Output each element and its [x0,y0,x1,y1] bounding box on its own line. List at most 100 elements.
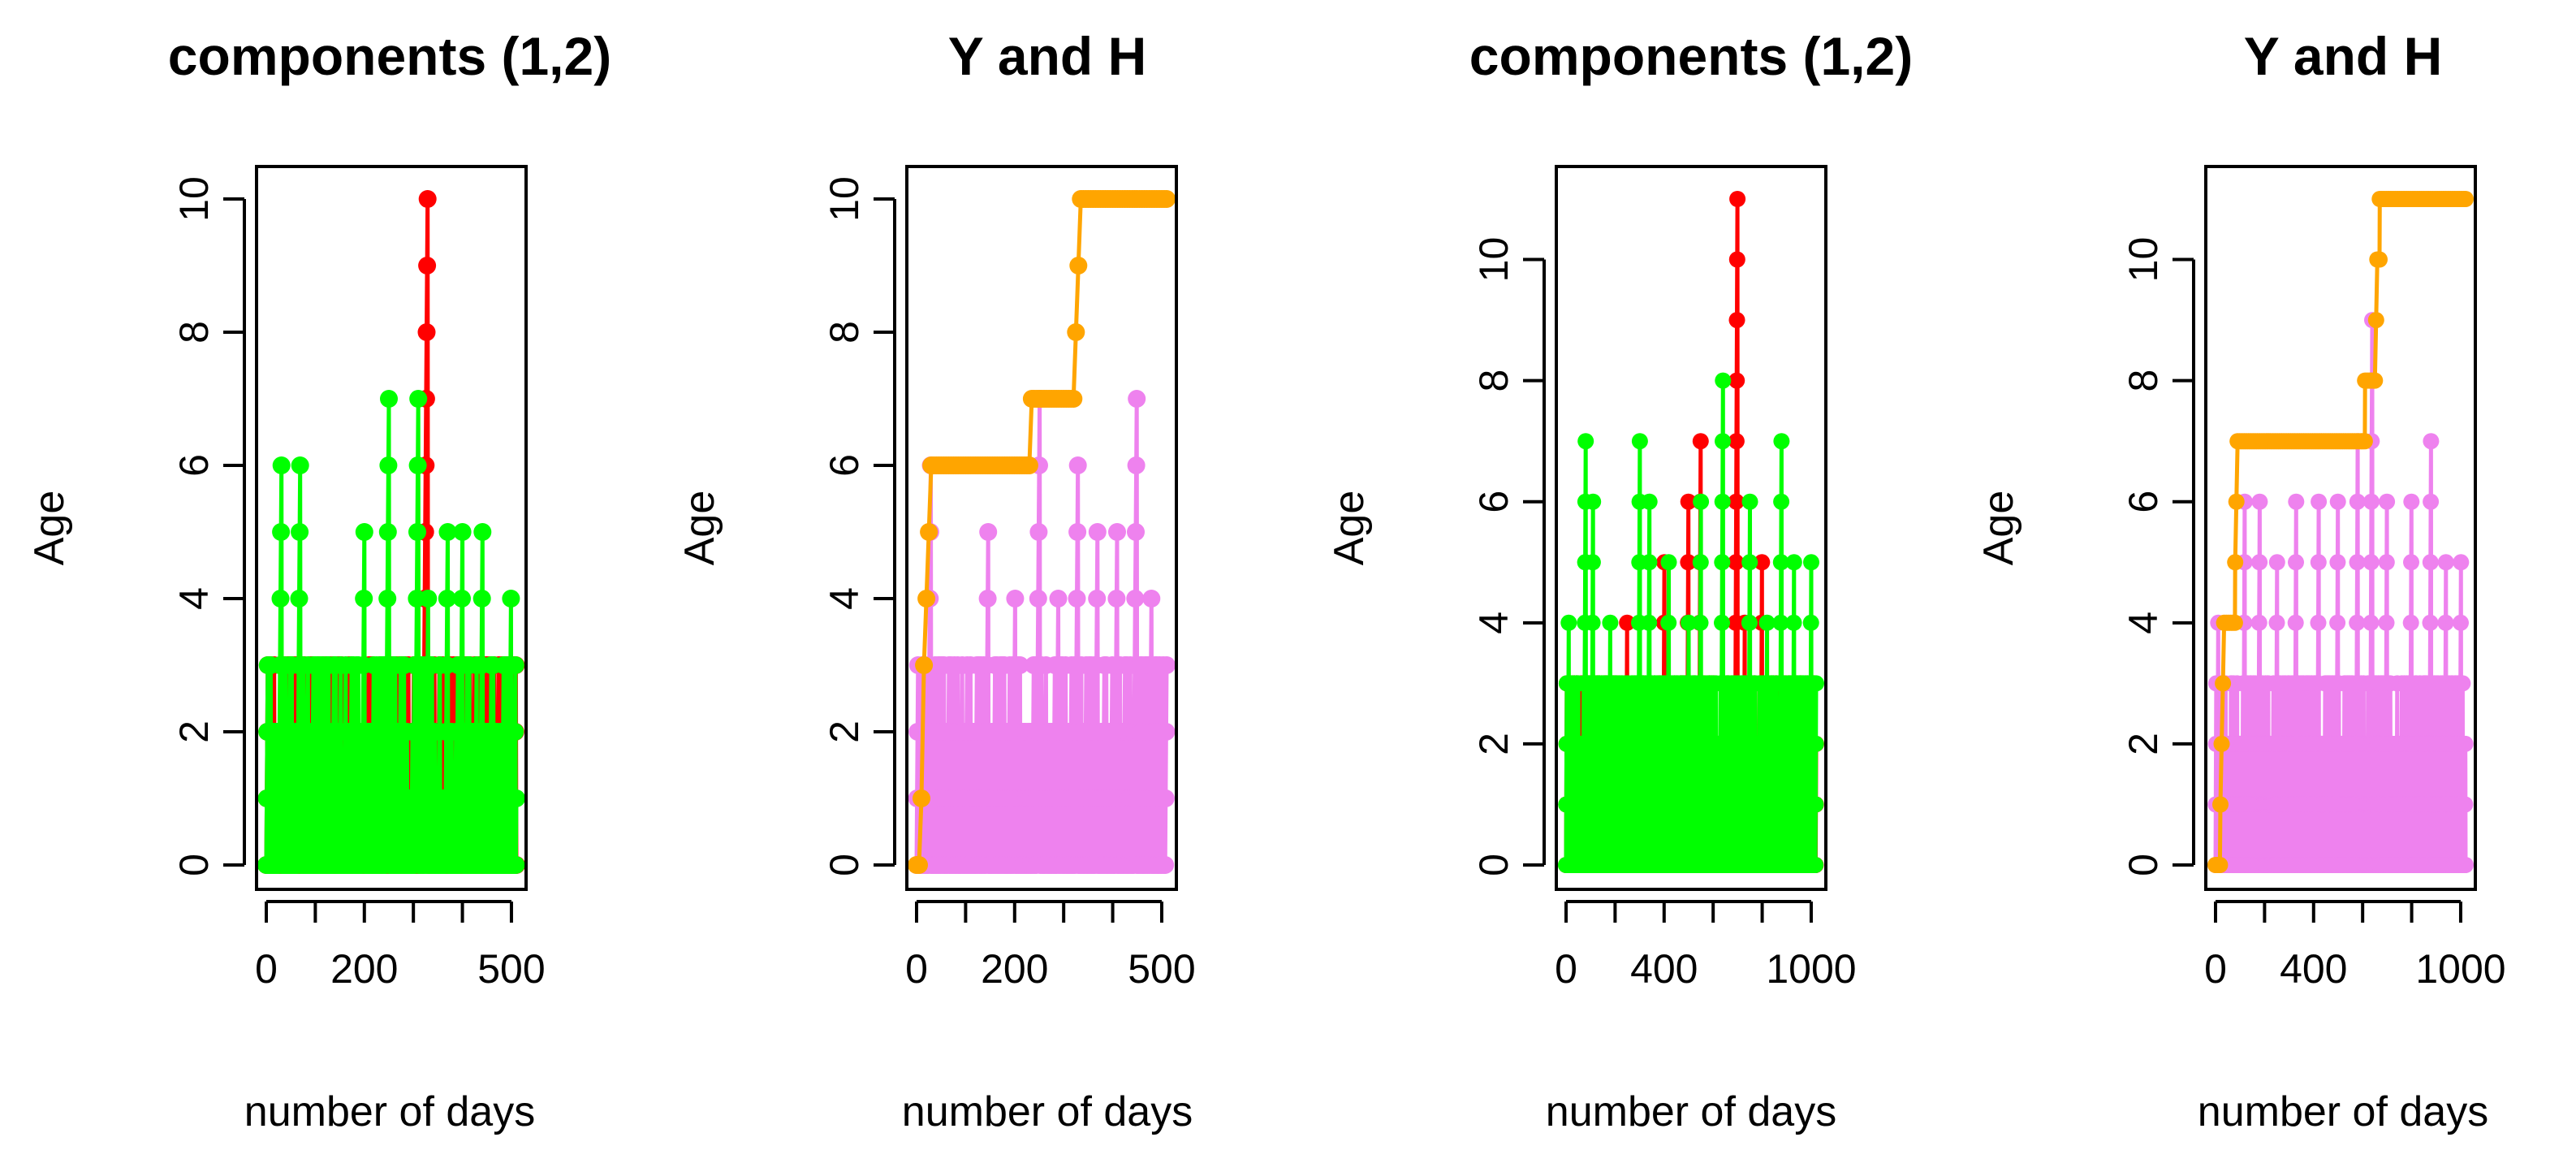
data-point [910,856,928,874]
data-point [1680,493,1697,510]
x-axis-label: number of days [1546,1088,1836,1135]
data-point [378,523,397,541]
data-point [1660,554,1677,571]
x-tick-label: 500 [477,946,545,992]
x-tick-label: 1000 [1766,946,1856,992]
data-point [1715,372,1732,389]
x-tick-label: 1000 [2415,946,2505,992]
y-tick-label: 0 [1471,854,1517,876]
data-point [1029,523,1048,541]
data-point [2403,493,2420,510]
data-point [2211,857,2229,873]
data-point [473,523,492,541]
data-point [1127,456,1146,474]
x-tick-label: 0 [2204,946,2227,992]
data-point [1158,656,1176,674]
chart-title: Y and H [2244,26,2443,86]
data-point [2454,675,2471,692]
data-point [506,723,524,741]
data-point [913,789,930,807]
y-axis-label: Age [26,491,73,566]
data-point [1715,433,1731,450]
y-tick-label: 6 [1471,491,1517,513]
data-point [1584,554,1601,571]
data-point [2362,614,2380,631]
series-y [908,390,1176,874]
data-point [1660,614,1677,631]
y-tick-label: 8 [1471,370,1517,392]
data-point [2437,554,2454,571]
data-point [378,590,397,608]
data-point [2329,614,2346,631]
y-axis-label: Age [1326,491,1373,566]
y-tick-label: 10 [171,176,217,222]
data-point [1641,493,1658,510]
data-point [1758,614,1776,631]
data-point [1808,675,1824,692]
data-point [453,590,471,608]
data-point [2213,735,2230,752]
data-point [1728,251,1745,268]
data-point [507,856,525,874]
data-point [1692,614,1709,631]
data-point [1641,614,1658,631]
data-point [917,590,936,608]
data-point [1728,312,1745,329]
chart-title: Y and H [948,26,1147,86]
y-tick-label: 0 [822,854,867,876]
data-point [419,590,438,608]
data-point [2363,493,2380,510]
data-point [978,590,997,608]
data-point [1714,554,1731,571]
data-point [2250,614,2267,631]
data-point [291,523,309,541]
data-point [1785,614,1802,631]
data-point [2457,857,2474,873]
data-point [2402,614,2419,631]
data-point [1773,433,1790,450]
data-point [1126,590,1145,608]
x-tick-label: 200 [981,946,1048,992]
data-point [438,523,457,541]
data-point [1807,857,1824,873]
data-point [1128,390,1146,408]
chart-title: components (1,2) [1469,26,1913,86]
data-point [1803,554,1819,571]
data-point [1049,590,1068,608]
data-point [1773,493,1790,510]
data-point [1602,614,1619,631]
y-tick-label: 6 [171,454,217,477]
data-point [291,456,309,474]
data-point [1728,433,1745,450]
data-point [2378,554,2395,571]
x-axis-label: number of days [902,1088,1193,1135]
data-point [2367,312,2384,329]
data-point [979,523,998,541]
data-point [2212,796,2229,813]
data-point [418,190,437,208]
data-point [2457,735,2474,752]
data-point [2453,614,2469,631]
series-line [2213,320,2468,866]
data-point [1067,323,1085,341]
data-point [1142,590,1161,608]
data-point [1641,554,1658,571]
data-point [1741,614,1758,631]
series-component-2 [257,390,525,874]
data-point [472,590,491,608]
x-axis-label: number of days [244,1088,535,1135]
data-point [2349,614,2366,631]
x-tick-label: 500 [1128,946,1195,992]
data-point [1692,433,1709,450]
data-point [2356,433,2373,450]
data-point [1068,456,1087,474]
data-point [1158,190,1176,208]
data-point [1741,554,1758,571]
data-point [2423,433,2440,450]
